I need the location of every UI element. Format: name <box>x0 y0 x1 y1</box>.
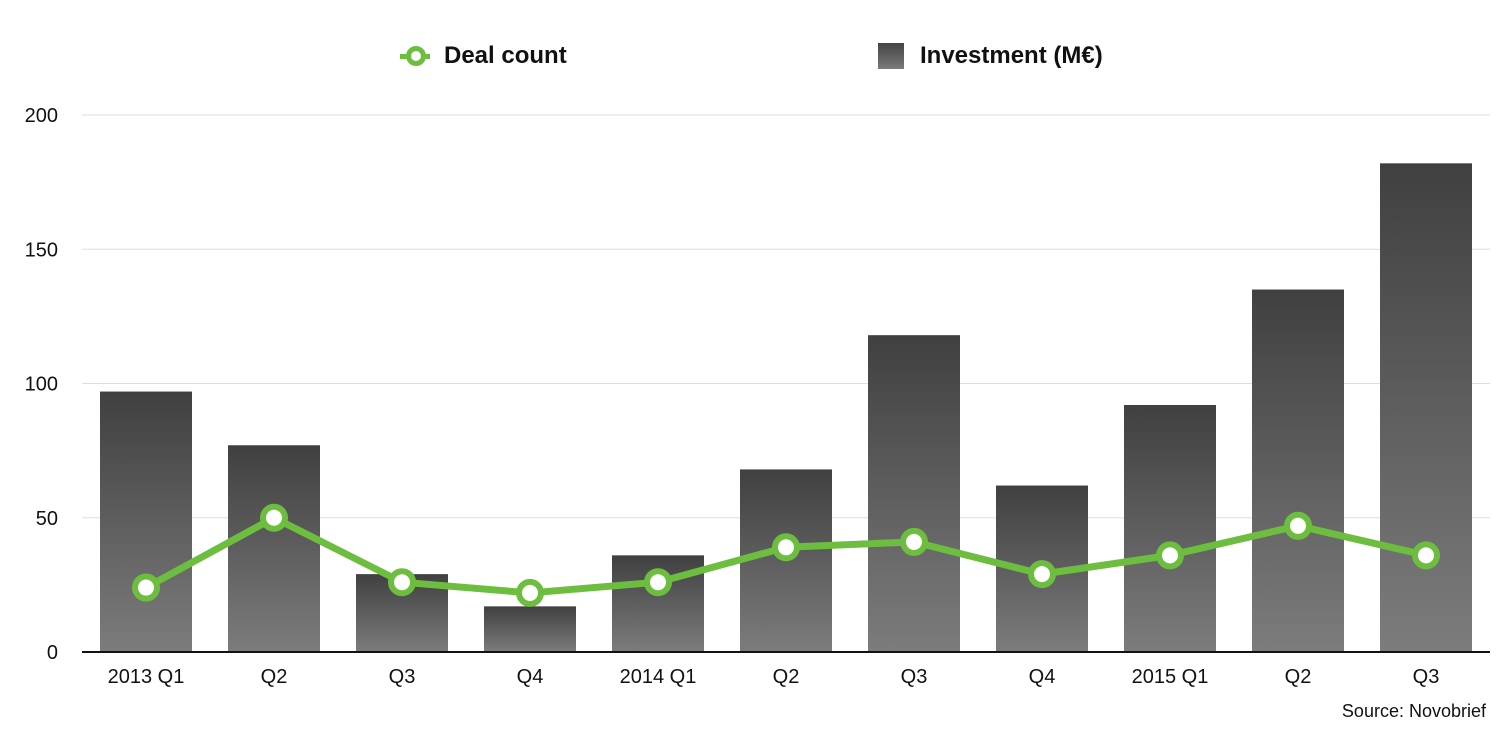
investment-bar <box>100 391 192 652</box>
deal-count-point <box>1284 511 1312 540</box>
investment-bar <box>1380 163 1472 652</box>
investment-bar <box>228 445 320 652</box>
x-tick-label: Q4 <box>517 666 544 688</box>
investment-bar <box>868 335 960 652</box>
x-tick-label: Q3 <box>901 666 928 688</box>
deal-count-point <box>132 573 160 602</box>
y-axis: 0 50 100 150 200 <box>25 105 58 664</box>
legend-item-investment: Investment (M€) <box>878 36 1103 76</box>
x-tick-label: 2013 Q1 <box>108 666 185 688</box>
legend-label-deal-count: Deal count <box>444 42 567 69</box>
deal-count-point <box>516 578 544 607</box>
deal-count-point <box>388 568 416 597</box>
line-marker-icon <box>400 46 430 66</box>
investment-bar <box>484 606 576 652</box>
y-tick-label: 0 <box>47 642 58 664</box>
investment-bars <box>100 163 1472 652</box>
deal-count-point <box>1028 560 1056 589</box>
x-tick-label: Q2 <box>1285 666 1312 688</box>
investment-bar <box>1124 404 1216 652</box>
x-tick-label: Q2 <box>261 666 288 688</box>
y-tick-label: 150 <box>25 239 58 261</box>
deal-count-point <box>260 503 288 532</box>
source-note: Source: Novobrief <box>1341 701 1486 721</box>
x-tick-label: Q2 <box>773 666 800 688</box>
deal-count-point <box>644 568 672 597</box>
y-tick-label: 50 <box>36 508 58 530</box>
bar-swatch-icon <box>878 43 904 69</box>
x-tick-label: 2014 Q1 <box>620 666 697 688</box>
investment-bar <box>1252 289 1344 652</box>
deal-count-point <box>1412 541 1440 570</box>
deal-count-point <box>1156 541 1184 570</box>
x-tick-label: 2015 Q1 <box>1132 666 1209 688</box>
deal-count-line <box>132 503 1440 607</box>
deal-count-point <box>772 533 800 562</box>
x-axis: 2013 Q1 Q2 Q3 Q4 2014 Q1 Q2 Q3 Q4 2015 Q1 Q2 Q3 <box>82 651 1490 688</box>
legend-label-investment: Investment (M€) <box>920 42 1103 69</box>
deal-count-point <box>900 527 928 556</box>
x-tick-label: Q4 <box>1029 666 1056 688</box>
legend-item-deal-count: Deal count <box>400 36 567 76</box>
x-tick-label: Q3 <box>389 666 416 688</box>
x-tick-label: Q3 <box>1413 666 1440 688</box>
y-tick-label: 100 <box>25 374 58 396</box>
y-tick-label: 200 <box>25 105 58 127</box>
